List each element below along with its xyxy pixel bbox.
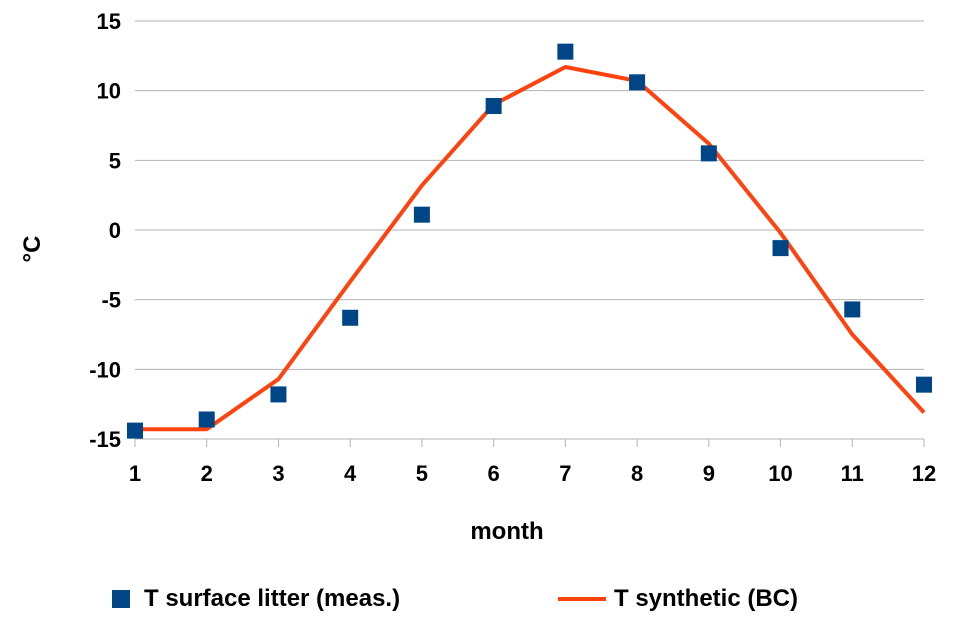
data-point-measured	[772, 240, 789, 257]
data-point-measured	[127, 422, 143, 439]
legend-item-synthetic: T synthetic (BC)	[558, 585, 798, 613]
legend: T surface litter (meas.) T synthetic (BC…	[0, 585, 959, 625]
x-tick-label: 5	[416, 461, 428, 486]
y-tick-label: 15	[97, 9, 121, 34]
y-tick-label: 10	[97, 79, 121, 104]
x-tick-label: 3	[272, 461, 284, 486]
legend-item-measured: T surface litter (meas.)	[112, 585, 400, 613]
series-line-synthetic	[135, 65, 926, 432]
x-tick-label: 9	[703, 461, 715, 486]
data-point-measured	[342, 309, 359, 326]
series	[127, 43, 932, 439]
data-point-measured	[413, 206, 430, 223]
axes	[134, 438, 925, 447]
legend-line-marker-icon	[558, 597, 606, 601]
x-tick-label: 6	[488, 461, 500, 486]
y-tick-labels: -15 -10 -5 0 5 10 15	[89, 9, 121, 452]
x-tick-label: 1	[129, 461, 141, 486]
data-point-measured	[700, 145, 717, 162]
x-tick-label: 8	[631, 461, 643, 486]
legend-square-marker-icon	[112, 590, 130, 608]
legend-label-measured: T surface litter (meas.)	[144, 585, 401, 612]
data-point-measured	[270, 386, 287, 403]
data-point-measured	[198, 411, 215, 428]
data-point-measured	[916, 376, 932, 393]
y-axis-title: °C	[19, 236, 46, 263]
data-point-measured	[485, 97, 502, 114]
y-tick-label: 5	[109, 148, 121, 173]
y-tick-label: -5	[101, 288, 121, 313]
grid	[135, 20, 924, 370]
legend-label-synthetic: T synthetic (BC)	[614, 585, 799, 612]
x-tick-label: 4	[344, 461, 357, 486]
x-tick-label: 7	[559, 461, 571, 486]
x-tick-label: 12	[912, 461, 936, 486]
data-point-measured	[557, 43, 574, 60]
x-tick-label: 10	[768, 461, 792, 486]
x-tick-label: 2	[201, 461, 213, 486]
x-tick-labels: 1 2 3 4 5 6 7 8 9 10 11 12	[129, 461, 936, 486]
x-tick-label: 11	[841, 461, 864, 486]
x-axis-title: month	[470, 518, 543, 545]
y-tick-label: 0	[109, 218, 121, 243]
y-tick-label: -15	[89, 427, 121, 452]
data-point-measured	[629, 74, 646, 91]
y-tick-label: -10	[89, 357, 121, 382]
data-point-measured	[844, 301, 861, 318]
